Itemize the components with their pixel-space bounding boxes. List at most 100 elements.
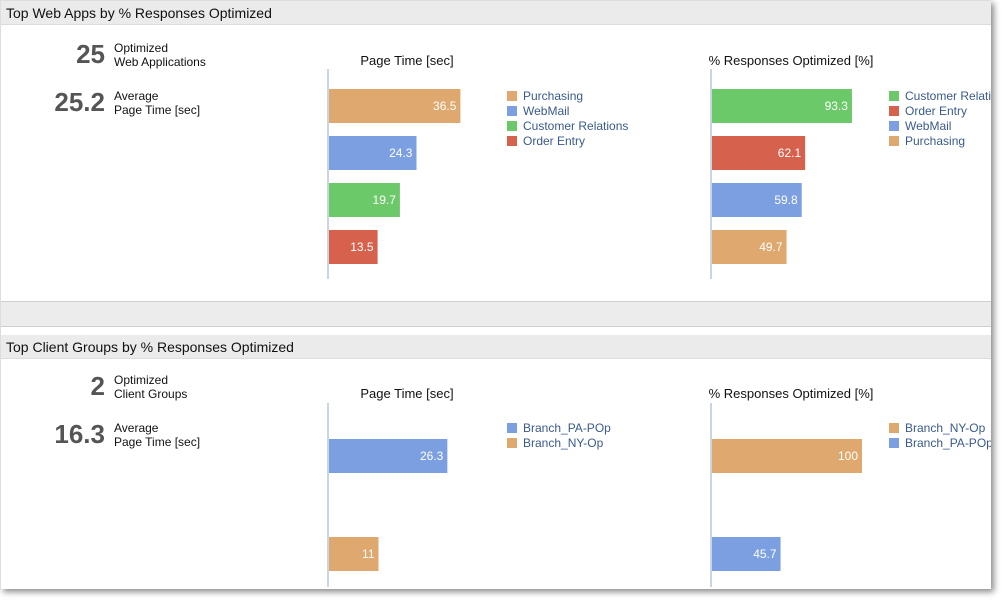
legend-label: WebMail xyxy=(905,119,952,133)
page-time-bar-chart: 36.5 24.3 19.7 13.5 xyxy=(327,69,461,279)
chart-legend: Branch_PA-POp Branch_NY-Op xyxy=(507,421,611,451)
legend-item-order-entry[interactable]: Order Entry xyxy=(507,134,628,149)
legend-item-order-entry[interactable]: Order Entry xyxy=(889,104,991,119)
kpi-label-line2: Page Time [sec] xyxy=(114,435,201,449)
bar-value-label: 49.7 xyxy=(759,240,783,254)
bar-value-label: 36.5 xyxy=(433,99,457,113)
chart-legend: Purchasing WebMail Customer Relations Order… xyxy=(507,89,628,149)
bar-value-label: 62.1 xyxy=(778,146,802,160)
chart-title: Page Time [sec] xyxy=(360,386,454,401)
kpi-value: 25 xyxy=(76,39,105,69)
legend-item-branch-ny-op[interactable]: Branch_NY-Op xyxy=(889,421,991,436)
chart-title: % Responses Optimized [%] xyxy=(708,386,874,401)
kpi-label: Optimized Client Groups xyxy=(114,373,187,401)
legend-item-webmail[interactable]: WebMail xyxy=(889,119,991,134)
responses-optimized-bar-chart: 100 45.7 xyxy=(710,403,862,587)
bar-purchasing[interactable] xyxy=(329,89,461,123)
kpi-optimized-apps: 25 Optimized Web Applications xyxy=(1,39,301,79)
legend-label: Order Entry xyxy=(523,134,586,148)
section-title: Top Client Groups by % Responses Optimiz… xyxy=(6,339,294,355)
bar-webmail[interactable] xyxy=(329,136,417,170)
legend-item-branch-pa-pop[interactable]: Branch_PA-POp xyxy=(507,421,611,436)
kpi-label: Average Page Time [sec] xyxy=(114,421,200,449)
kpi-label-line1: Average xyxy=(114,89,159,103)
legend-label: Branch_PA-POp xyxy=(523,421,611,435)
bar-value-label: 24.3 xyxy=(389,146,413,160)
bar-customer-relations[interactable] xyxy=(329,183,400,217)
legend-swatch xyxy=(507,136,517,146)
bar-branch-pa-pop[interactable] xyxy=(712,537,781,571)
legend-swatch xyxy=(889,136,899,146)
legend-label: Branch_NY-Op xyxy=(523,436,604,450)
kpi-optimized-client-groups: 2 Optimized Client Groups xyxy=(1,371,301,411)
section-divider xyxy=(1,301,991,327)
legend-label: Branch_NY-Op xyxy=(905,421,986,435)
bar-value-label: 45.7 xyxy=(753,547,777,561)
section-header: Top Web Apps by % Responses Optimized xyxy=(1,1,991,25)
kpi-label: Average Page Time [sec] xyxy=(114,89,200,117)
bar-branch-pa-pop[interactable] xyxy=(329,439,448,473)
legend-label: Customer Relations xyxy=(523,119,629,133)
bar-value-label: 93.3 xyxy=(825,99,849,113)
dashboard-frame: Top Web Apps by % Responses Optimized 25… xyxy=(0,0,991,589)
legend-swatch xyxy=(507,91,517,101)
bar-branch-ny-op[interactable] xyxy=(329,537,379,571)
kpi-label-line1: Optimized xyxy=(114,373,169,387)
kpi-value: 2 xyxy=(90,371,105,401)
legend-swatch xyxy=(889,121,899,131)
responses-optimized-bar-chart: 93.3 62.1 59.8 49.7 xyxy=(710,69,852,279)
top-client-groups-section: Top Client Groups by % Responses Optimiz… xyxy=(1,325,991,589)
section-header: Top Client Groups by % Responses Optimiz… xyxy=(1,335,991,359)
legend-label: Customer Relations xyxy=(905,89,991,103)
legend-swatch xyxy=(889,91,899,101)
legend-label: WebMail xyxy=(523,104,570,118)
bar-purchasing[interactable] xyxy=(712,230,787,264)
legend-swatch xyxy=(889,106,899,116)
legend-swatch xyxy=(889,438,899,448)
section-title: Top Web Apps by % Responses Optimized xyxy=(6,5,272,21)
legend-item-branch-pa-pop[interactable]: Branch_PA-POp xyxy=(889,436,991,451)
legend-swatch xyxy=(507,438,517,448)
kpi-label-line1: Average xyxy=(114,421,159,435)
bar-value-label: 13.5 xyxy=(350,240,374,254)
legend-swatch xyxy=(889,423,899,433)
kpi-label-line1: Optimized xyxy=(114,41,169,55)
bar-order-entry[interactable] xyxy=(329,230,378,264)
kpi-label-line2: Page Time [sec] xyxy=(114,103,201,117)
page-time-bar-chart: 26.3 11 xyxy=(327,403,448,587)
kpi-value: 25.2 xyxy=(54,87,105,117)
legend-label: Purchasing xyxy=(523,89,584,103)
bar-value-label: 59.8 xyxy=(774,193,798,207)
bar-webmail[interactable] xyxy=(712,183,802,217)
legend-swatch xyxy=(507,106,517,116)
legend-swatch xyxy=(507,423,517,433)
kpi-label-line2: Web Applications xyxy=(114,55,206,69)
bar-branch-ny-op[interactable] xyxy=(712,439,862,473)
legend-item-branch-ny-op[interactable]: Branch_NY-Op xyxy=(507,436,611,451)
kpi-average-page-time: 16.3 Average Page Time [sec] xyxy=(1,419,301,459)
legend-swatch xyxy=(507,121,517,131)
top-web-apps-section: Top Web Apps by % Responses Optimized 25… xyxy=(1,1,991,301)
kpi-value: 16.3 xyxy=(54,419,105,449)
kpi-average-page-time: 25.2 Average Page Time [sec] xyxy=(1,87,301,127)
chart-legend: Branch_NY-Op Branch_PA-POp xyxy=(889,421,991,451)
bar-value-label: 11 xyxy=(362,547,375,561)
legend-item-purchasing[interactable]: Purchasing xyxy=(889,134,991,149)
chart-title: Page Time [sec] xyxy=(360,53,454,68)
kpi-label: Optimized Web Applications xyxy=(114,41,206,69)
legend-label: Order Entry xyxy=(905,104,968,118)
bar-value-label: 100 xyxy=(838,449,858,463)
bar-customer-relations[interactable] xyxy=(712,89,852,123)
bar-value-label: 26.3 xyxy=(420,449,444,463)
chart-title: % Responses Optimized [%] xyxy=(708,53,874,68)
legend-label: Purchasing xyxy=(905,134,966,148)
legend-label: Branch_PA-POp xyxy=(905,436,991,450)
kpi-label-line2: Client Groups xyxy=(114,387,188,401)
legend-item-customer-relations[interactable]: Customer Relations xyxy=(889,89,991,104)
legend-item-customer-relations[interactable]: Customer Relations xyxy=(507,119,628,134)
legend-item-purchasing[interactable]: Purchasing xyxy=(507,89,628,104)
legend-item-webmail[interactable]: WebMail xyxy=(507,104,628,119)
bar-value-label: 19.7 xyxy=(373,193,397,207)
bar-order-entry[interactable] xyxy=(712,136,806,170)
